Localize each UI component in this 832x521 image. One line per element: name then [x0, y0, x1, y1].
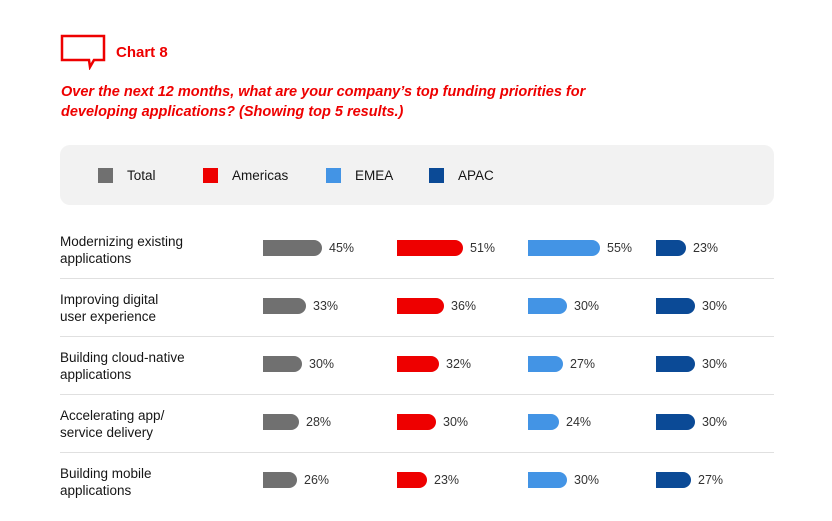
legend-swatch	[429, 167, 444, 183]
chart-number-label: Chart 8	[116, 43, 168, 61]
legend-item-emea: EMEA	[326, 145, 393, 205]
chart-title: Over the next 12 months, what are your c…	[61, 84, 586, 120]
data-label: 23%	[434, 473, 460, 487]
legend-swatch	[98, 167, 113, 183]
bar-americas	[397, 414, 436, 430]
bar-emea	[528, 240, 600, 256]
category-label: Building cloud-native applications	[60, 350, 185, 382]
data-label: 26%	[304, 473, 330, 487]
chart-row: Building cloud-native applications 30% 32% 2…	[60, 337, 774, 395]
data-label: 24%	[566, 415, 592, 429]
chart-header: Chart 8	[60, 34, 168, 70]
data-label: 30%	[574, 473, 600, 487]
data-label: 30%	[702, 357, 728, 371]
data-label: 51%	[470, 241, 496, 255]
bar-americas	[397, 356, 439, 372]
data-label: 23%	[693, 241, 719, 255]
chart-row: Building mobile applications 26% 23% 30% 27%	[60, 453, 774, 511]
bar-apac	[656, 356, 695, 372]
bar-apac	[656, 472, 691, 488]
data-label: 28%	[306, 415, 332, 429]
bar-total	[263, 414, 299, 430]
data-label: 30%	[443, 415, 469, 429]
bar-americas	[397, 240, 463, 256]
data-label: 30%	[702, 415, 728, 429]
chart-row: Accelerating app/service delivery 28% 30% 2…	[60, 395, 774, 453]
data-label: 32%	[446, 357, 472, 371]
bar-apac	[656, 414, 695, 430]
bar-total	[263, 472, 297, 488]
data-label: 30%	[574, 299, 600, 313]
bar-total	[263, 240, 322, 256]
data-label: 30%	[702, 299, 728, 313]
category-label: Accelerating app/service delivery	[60, 408, 165, 440]
chart-row: Modernizing existing applications 45% 51% 55…	[60, 221, 774, 279]
data-label: 36%	[451, 299, 477, 313]
legend-label: Americas	[232, 167, 289, 183]
chart-legend: Total Americas EMEA APAC	[60, 145, 774, 205]
speech-bubble-icon	[60, 34, 106, 70]
bar-total	[263, 356, 302, 372]
bar-americas	[397, 472, 427, 488]
category-label: Building mobile applications	[60, 466, 152, 498]
data-label: 45%	[329, 241, 355, 255]
bar-americas	[397, 298, 444, 314]
bar-emea	[528, 472, 567, 488]
legend-item-apac: APAC	[429, 145, 494, 205]
category-label: Improving digital user experience	[60, 292, 159, 324]
legend-label: EMEA	[355, 167, 394, 183]
legend-item-total: Total	[98, 145, 156, 205]
data-label: 30%	[309, 357, 335, 371]
data-label: 27%	[570, 357, 596, 371]
legend-item-americas: Americas	[203, 145, 288, 205]
data-label: 27%	[698, 473, 724, 487]
data-label: 33%	[313, 299, 339, 313]
bar-apac	[656, 240, 686, 256]
bar-emea	[528, 414, 559, 430]
bar-total	[263, 298, 306, 314]
bar-apac	[656, 298, 695, 314]
legend-label: Total	[127, 167, 156, 183]
bar-emea	[528, 298, 567, 314]
chart-row: Improving digital user experience 33% 36% 30…	[60, 279, 774, 337]
bar-emea	[528, 356, 563, 372]
category-label: Modernizing existing applications	[60, 234, 184, 266]
legend-swatch	[326, 167, 341, 183]
legend-swatch	[203, 167, 218, 183]
legend-label: APAC	[458, 167, 494, 183]
data-label: 55%	[607, 241, 633, 255]
